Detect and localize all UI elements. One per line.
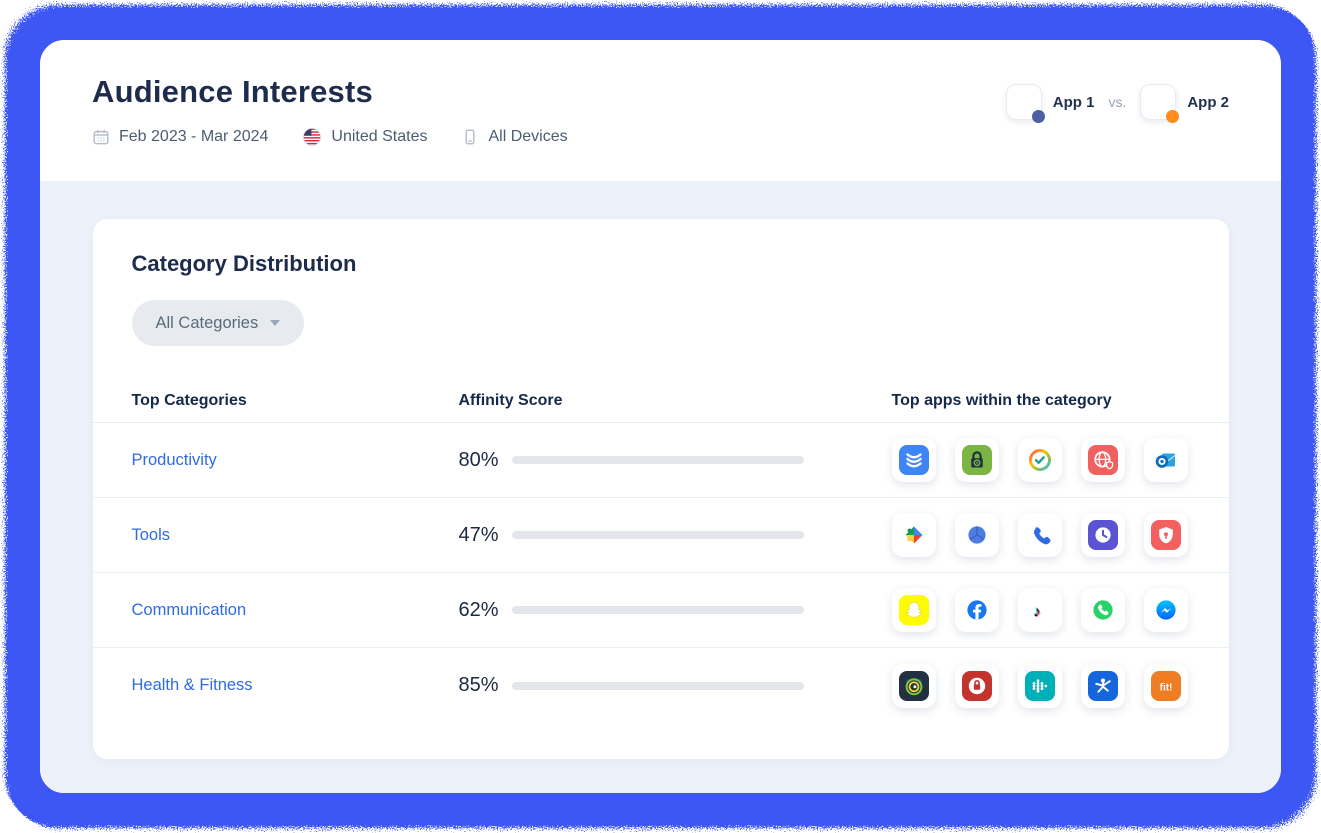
- tiktok-icon[interactable]: ♪ ♪ ♪: [1017, 588, 1062, 632]
- sleep-tracker-icon[interactable]: [891, 663, 936, 708]
- task-ring-check-icon[interactable]: [1017, 438, 1062, 482]
- sleep-tracker-icon-glyph: [898, 670, 929, 701]
- svg-text:fit!: fit!: [1159, 682, 1172, 693]
- devices-label: All Devices: [488, 128, 568, 145]
- stack-app-icon[interactable]: [891, 438, 936, 482]
- play-services-icon-glyph: [898, 520, 929, 550]
- clock-app-icon-glyph: [1087, 520, 1118, 550]
- category-link[interactable]: Health & Fitness: [131, 676, 253, 694]
- shield-app-icon[interactable]: [1143, 513, 1188, 557]
- svg-text:♪: ♪: [1033, 603, 1041, 620]
- table-row: Health & Fitness 85% fit!: [93, 648, 1229, 723]
- table-row: Productivity 80%: [92, 423, 1229, 498]
- mobile-device-icon: [465, 129, 476, 145]
- top-apps-list: [891, 513, 1188, 557]
- app1-label: App 1: [1052, 93, 1095, 111]
- privacy-lock-icon[interactable]: [954, 663, 999, 708]
- outlook-icon[interactable]: [1143, 438, 1188, 482]
- tiktok-icon-glyph: ♪ ♪ ♪: [1024, 595, 1055, 625]
- app-compare-block: App 1 vs. App 2: [1005, 84, 1229, 123]
- table-row: Communication 62% ♪ ♪ ♪: [92, 573, 1229, 648]
- filters-row: Feb 2023 - Mar 2024: [92, 127, 568, 147]
- vs-label: vs.: [1108, 94, 1127, 110]
- outlook-icon-glyph: [1150, 445, 1181, 475]
- country-label: United States: [331, 128, 428, 145]
- shield-app-icon-glyph: [1150, 520, 1181, 550]
- top-apps-list: fit!: [891, 663, 1188, 708]
- app1-dot: [1031, 110, 1045, 123]
- affinity-score-value: 80%: [458, 448, 499, 471]
- affinity-score-bar: [511, 531, 804, 539]
- category-filter-dropdown[interactable]: All Categories: [131, 300, 305, 346]
- svg-text:♪: ♪: [1034, 604, 1042, 621]
- app-window: Audience Interests Feb 2023 - Mar 2024: [40, 40, 1281, 793]
- play-services-icon[interactable]: [891, 513, 936, 557]
- category-link[interactable]: Tools: [131, 525, 171, 544]
- affinity-score-bar: [511, 456, 804, 464]
- top-apps-list: [891, 438, 1188, 482]
- table-body: Productivity 80% Tools 47% Communication…: [92, 423, 1229, 723]
- app2-label: App 2: [1187, 93, 1229, 111]
- table-row: Tools 47%: [92, 498, 1229, 573]
- myfitnesspal-icon[interactable]: [1080, 663, 1125, 708]
- fitbit-icon[interactable]: [1017, 663, 1062, 708]
- globe-sphere-icon[interactable]: [954, 513, 999, 557]
- country-filter[interactable]: United States: [302, 127, 427, 147]
- calendar-icon: [93, 130, 109, 145]
- col-top-categories: Top Categories: [131, 392, 247, 409]
- col-top-apps: Top apps within the category: [891, 392, 1112, 409]
- whatsapp-icon[interactable]: [1080, 588, 1125, 632]
- snapchat-icon-glyph: [898, 595, 929, 625]
- fit-app-icon-glyph: fit!: [1150, 670, 1181, 701]
- category-link[interactable]: Productivity: [131, 450, 217, 469]
- top-apps-list: ♪ ♪ ♪: [891, 588, 1188, 632]
- phone-app-icon[interactable]: [1017, 513, 1062, 557]
- snapchat-icon[interactable]: [891, 588, 936, 632]
- svg-text:♪: ♪: [1032, 603, 1040, 620]
- page-title: Audience Interests: [92, 74, 373, 109]
- chevron-down-icon: [270, 320, 281, 326]
- affinity-score-value: 62%: [458, 598, 499, 621]
- clock-app-icon[interactable]: [1080, 513, 1125, 557]
- privacy-lock-icon-glyph: [961, 670, 992, 701]
- app-lock-icon-glyph: [961, 445, 992, 475]
- category-distribution-panel: Category Distribution All Categories Top…: [92, 219, 1229, 759]
- myfitnesspal-icon-glyph: [1087, 670, 1118, 701]
- secure-browser-icon[interactable]: [1080, 438, 1125, 482]
- messenger-icon-glyph: [1150, 595, 1181, 625]
- content-area: Category Distribution All Categories Top…: [40, 181, 1281, 793]
- phone-app-icon-glyph: [1024, 520, 1055, 550]
- us-flag-icon: [303, 127, 322, 147]
- globe-sphere-icon-glyph: [961, 520, 992, 550]
- fit-app-icon[interactable]: fit!: [1143, 663, 1188, 708]
- app2-dot: [1166, 110, 1180, 123]
- fitbit-icon-glyph: [1024, 670, 1055, 701]
- app-lock-icon[interactable]: [954, 438, 999, 482]
- messenger-icon[interactable]: [1143, 588, 1188, 632]
- header-divider: [92, 422, 1229, 423]
- task-ring-check-icon-glyph: [1024, 445, 1055, 475]
- affinity-score-value: 47%: [458, 523, 499, 546]
- affinity-score-value: 85%: [458, 674, 499, 696]
- page-header: Audience Interests Feb 2023 - Mar 2024: [40, 40, 1281, 181]
- category-filter-label: All Categories: [155, 313, 259, 332]
- devices-filter[interactable]: All Devices: [461, 128, 568, 146]
- facebook-icon[interactable]: [954, 588, 999, 632]
- affinity-score-bar: [511, 681, 804, 690]
- category-link[interactable]: Communication: [131, 600, 247, 619]
- app1-slot[interactable]: [1005, 84, 1045, 123]
- whatsapp-icon-glyph: [1087, 595, 1118, 625]
- date-range-filter[interactable]: Feb 2023 - Mar 2024: [92, 128, 268, 146]
- panel-title: Category Distribution: [131, 251, 357, 276]
- stack-app-icon-glyph: [898, 445, 929, 475]
- table-header-row: Top Categories Affinity Score Top apps w…: [93, 380, 1229, 422]
- app2-slot[interactable]: [1140, 84, 1180, 123]
- date-range-label: Feb 2023 - Mar 2024: [119, 128, 269, 145]
- secure-browser-icon-glyph: [1087, 445, 1118, 475]
- affinity-score-bar: [511, 606, 804, 614]
- col-affinity-score: Affinity Score: [458, 392, 563, 409]
- facebook-icon-glyph: [961, 595, 992, 625]
